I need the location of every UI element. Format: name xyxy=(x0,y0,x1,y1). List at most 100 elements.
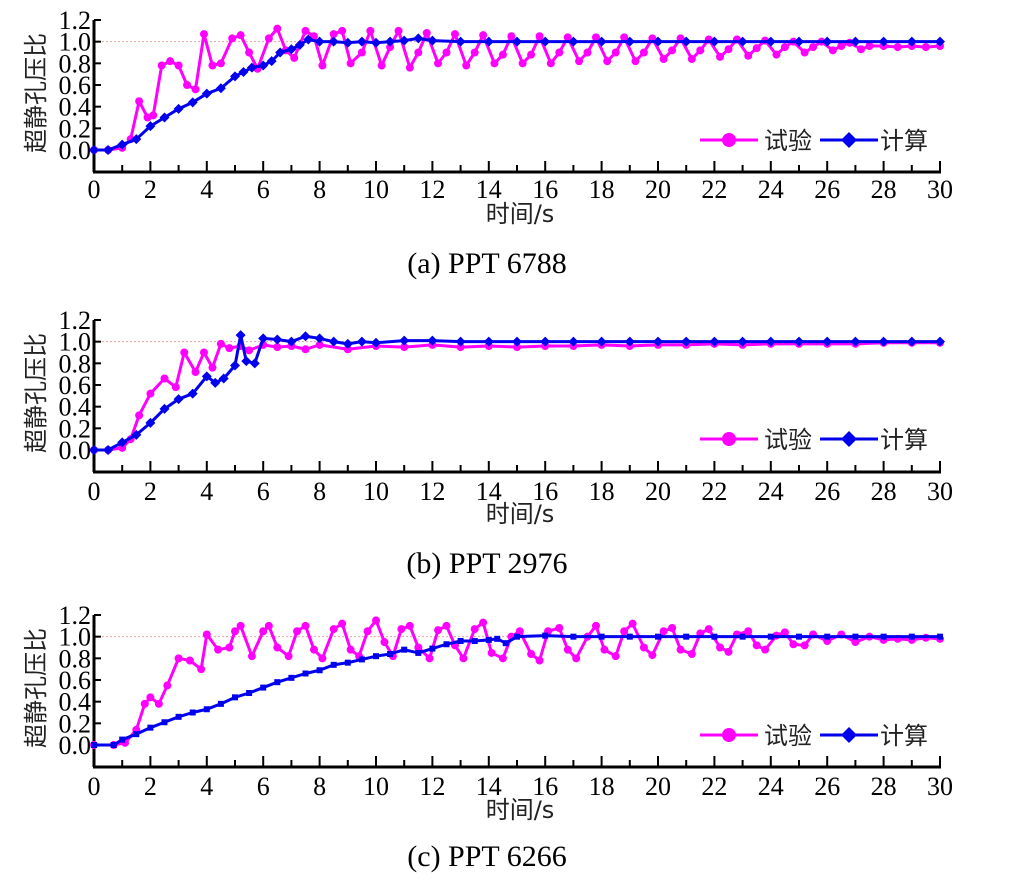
y-tick-label: 0.8 xyxy=(59,349,92,378)
data-point xyxy=(427,35,438,46)
data-point xyxy=(716,52,725,61)
data-point xyxy=(935,36,945,47)
data-point xyxy=(737,36,748,47)
data-point xyxy=(214,645,223,654)
data-point xyxy=(135,97,144,106)
data-point xyxy=(154,699,163,708)
data-point xyxy=(301,26,310,35)
data-point xyxy=(518,59,527,68)
data-point xyxy=(140,699,149,708)
legend-marker-experiment xyxy=(722,432,736,446)
data-point xyxy=(346,59,355,68)
chart-caption: (b) PPT 2976 xyxy=(406,547,567,580)
legend: 试验 计算 xyxy=(700,722,928,750)
data-point xyxy=(716,643,725,652)
data-point xyxy=(303,34,314,45)
data-point xyxy=(405,621,414,630)
data-point xyxy=(906,36,917,47)
data-point xyxy=(494,635,501,642)
data-point xyxy=(794,336,804,347)
data-point xyxy=(442,48,451,57)
data-point xyxy=(119,736,126,743)
data-point xyxy=(796,633,802,640)
data-point xyxy=(857,45,866,54)
data-point xyxy=(865,42,874,50)
legend-marker-experiment xyxy=(722,728,736,742)
x-tick-label: 12 xyxy=(419,772,445,801)
x-tick-label: 24 xyxy=(758,175,784,204)
series-calculation xyxy=(89,33,945,155)
data-point xyxy=(413,33,424,44)
data-point xyxy=(470,48,479,57)
data-point xyxy=(232,694,238,701)
data-point xyxy=(357,48,366,57)
data-point xyxy=(603,57,612,66)
data-point xyxy=(563,33,572,42)
data-point xyxy=(103,445,114,455)
x-tick-label: 8 xyxy=(313,175,326,204)
data-point xyxy=(338,26,347,35)
data-point xyxy=(659,55,668,63)
data-point xyxy=(653,36,663,47)
data-point xyxy=(230,71,240,82)
data-point xyxy=(653,336,663,347)
data-point xyxy=(800,48,809,57)
data-point xyxy=(540,36,551,47)
data-point xyxy=(591,621,600,630)
data-point xyxy=(231,627,239,636)
y-axis-title: 超静孔压比 xyxy=(22,628,50,748)
y-tick-label: 1.0 xyxy=(59,328,92,357)
data-point xyxy=(414,48,423,57)
data-point xyxy=(611,652,620,661)
x-tick-label: 16 xyxy=(532,772,558,801)
chart-caption: (c) PPT 6266 xyxy=(407,840,566,873)
y-tick-label: 0.6 xyxy=(59,371,92,400)
data-point xyxy=(709,36,720,47)
x-tick-label: 22 xyxy=(701,477,727,506)
data-point xyxy=(399,335,410,346)
data-point xyxy=(455,336,466,347)
data-point xyxy=(591,33,600,42)
data-point xyxy=(386,43,395,52)
data-point xyxy=(174,654,183,663)
data-point xyxy=(639,643,648,652)
data-point xyxy=(850,336,861,347)
x-tick-label: 6 xyxy=(257,477,270,506)
data-point xyxy=(318,61,327,70)
y-tick-label: 0.6 xyxy=(59,71,92,100)
data-point xyxy=(555,48,564,57)
x-tick-label: 14 xyxy=(476,772,502,801)
data-point xyxy=(284,652,293,661)
data-point xyxy=(765,336,776,347)
data-point xyxy=(512,36,522,47)
data-point xyxy=(235,330,246,341)
data-point xyxy=(822,336,833,347)
x-tick-label: 4 xyxy=(200,772,213,801)
x-tick-label: 12 xyxy=(419,175,445,204)
data-point xyxy=(850,36,861,47)
data-point xyxy=(744,51,753,60)
legend-label-calculation: 计算 xyxy=(880,127,928,155)
data-point xyxy=(620,33,629,42)
data-point xyxy=(443,641,450,648)
x-tick-label: 18 xyxy=(589,772,615,801)
data-point xyxy=(709,336,720,347)
data-point xyxy=(245,48,254,57)
data-point xyxy=(906,336,917,347)
data-point xyxy=(258,60,269,71)
data-point xyxy=(301,621,310,630)
data-point xyxy=(202,630,211,639)
data-point xyxy=(373,653,379,660)
data-point xyxy=(394,26,403,35)
data-point xyxy=(273,643,282,652)
data-point xyxy=(117,139,128,150)
data-point xyxy=(199,30,208,39)
data-point xyxy=(208,61,217,70)
data-point xyxy=(110,742,117,748)
data-point xyxy=(131,429,142,440)
data-point xyxy=(300,331,311,342)
x-tick-label: 24 xyxy=(758,772,784,801)
data-point xyxy=(711,633,718,640)
data-point xyxy=(681,36,692,47)
